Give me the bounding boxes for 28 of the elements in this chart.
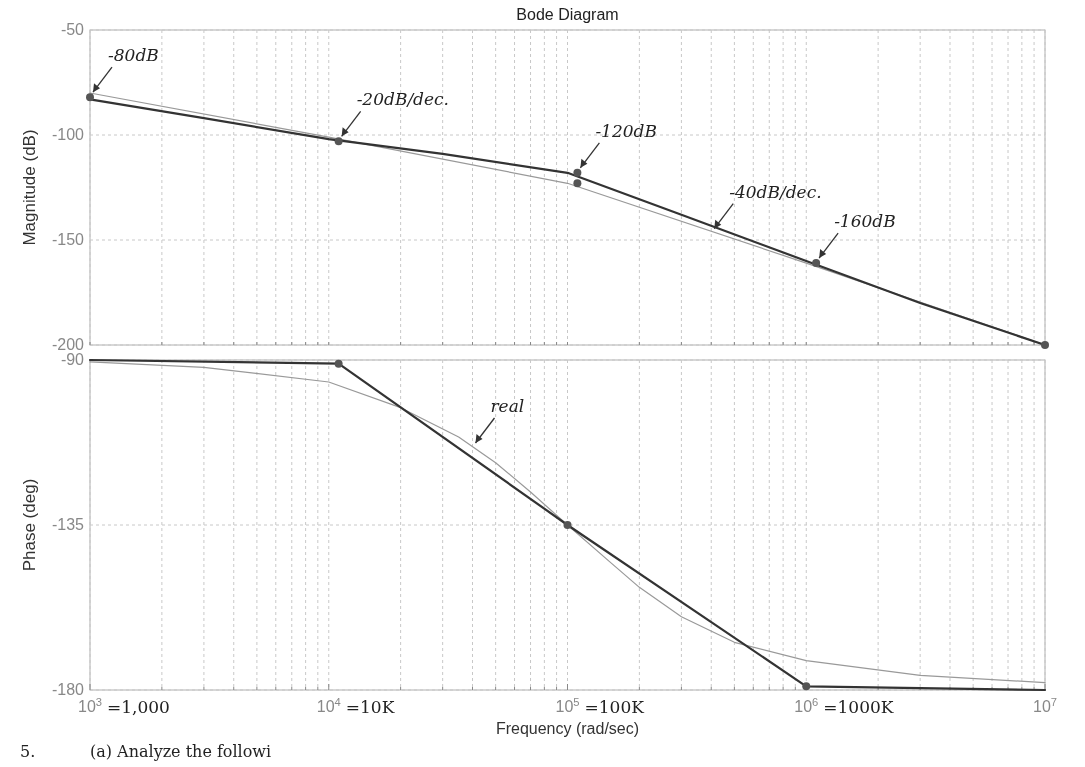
text: 5. xyxy=(20,742,36,761)
chart-title: Bode Diagram xyxy=(516,6,619,23)
text: =100K xyxy=(584,697,645,717)
annotation: -20dB/dec. xyxy=(356,89,449,110)
x-tick-label: 10$^{4}$ xyxy=(316,696,341,715)
annotation: real xyxy=(490,396,525,416)
y-tick-label: -150 xyxy=(51,231,85,248)
annotation: -160dB xyxy=(834,211,896,232)
text: (a) Analyze the followi xyxy=(90,742,272,761)
text: =10K xyxy=(345,697,395,717)
x-axis-title: Frequency (rad/sec) xyxy=(495,720,640,737)
y-axis-title: Magnitude (dB) xyxy=(20,129,39,246)
y-tick-label: -180 xyxy=(51,681,85,698)
x-tick-label: 10$^{7}$ xyxy=(1032,696,1058,715)
annotation: -120dB xyxy=(595,120,657,141)
y-tick-label: -135 xyxy=(51,516,85,533)
y-tick-label: -90 xyxy=(60,351,85,368)
y-axis-title: Phase (deg) xyxy=(20,478,39,572)
x-tick-label: 10$^{3}$ xyxy=(77,696,103,715)
text: =1,000 xyxy=(107,697,170,717)
text: =1000K xyxy=(823,697,894,717)
x-tick-label: 10$^{6}$ xyxy=(794,696,819,715)
annotation: -80dB xyxy=(108,45,159,66)
y-tick-label: -100 xyxy=(51,126,85,143)
y-tick-label: -50 xyxy=(60,21,85,38)
y-tick-label: -200 xyxy=(51,336,85,353)
annotation: -40dB/dec. xyxy=(729,181,822,202)
x-tick-label: 10$^{5}$ xyxy=(555,696,580,715)
